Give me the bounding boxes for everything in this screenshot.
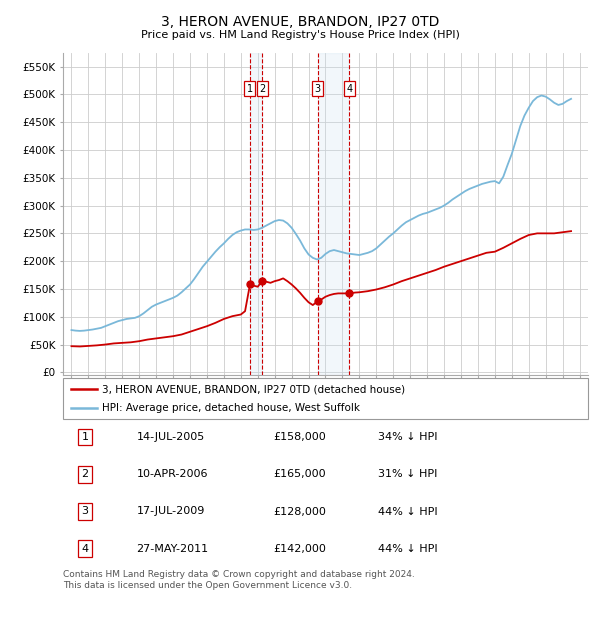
Text: £165,000: £165,000 [273,469,326,479]
Text: 4: 4 [82,544,89,554]
Text: 3, HERON AVENUE, BRANDON, IP27 0TD (detached house): 3, HERON AVENUE, BRANDON, IP27 0TD (deta… [103,384,406,394]
Text: HPI: Average price, detached house, West Suffolk: HPI: Average price, detached house, West… [103,402,361,413]
Text: 34% ↓ HPI: 34% ↓ HPI [378,432,437,442]
Text: 2: 2 [259,84,266,94]
Text: 14-JUL-2005: 14-JUL-2005 [137,432,205,442]
Text: Contains HM Land Registry data © Crown copyright and database right 2024.: Contains HM Land Registry data © Crown c… [63,570,415,580]
Text: 44% ↓ HPI: 44% ↓ HPI [378,507,437,516]
Text: 1: 1 [247,84,253,94]
Text: 27-MAY-2011: 27-MAY-2011 [137,544,209,554]
Text: 1: 1 [82,432,89,442]
Text: This data is licensed under the Open Government Licence v3.0.: This data is licensed under the Open Gov… [63,581,352,590]
Text: 44% ↓ HPI: 44% ↓ HPI [378,544,437,554]
Text: 4: 4 [346,84,352,94]
Text: £158,000: £158,000 [273,432,326,442]
Text: 31% ↓ HPI: 31% ↓ HPI [378,469,437,479]
Text: 2: 2 [82,469,89,479]
Text: 3, HERON AVENUE, BRANDON, IP27 0TD: 3, HERON AVENUE, BRANDON, IP27 0TD [161,16,439,30]
Bar [250,53,262,375]
Text: 3: 3 [82,507,89,516]
Text: £142,000: £142,000 [273,544,326,554]
Bar [318,53,349,375]
Text: 17-JUL-2009: 17-JUL-2009 [137,507,205,516]
FancyBboxPatch shape [63,378,588,418]
Text: 3: 3 [314,84,321,94]
Text: Price paid vs. HM Land Registry's House Price Index (HPI): Price paid vs. HM Land Registry's House … [140,30,460,40]
Text: 10-APR-2006: 10-APR-2006 [137,469,208,479]
Text: £128,000: £128,000 [273,507,326,516]
